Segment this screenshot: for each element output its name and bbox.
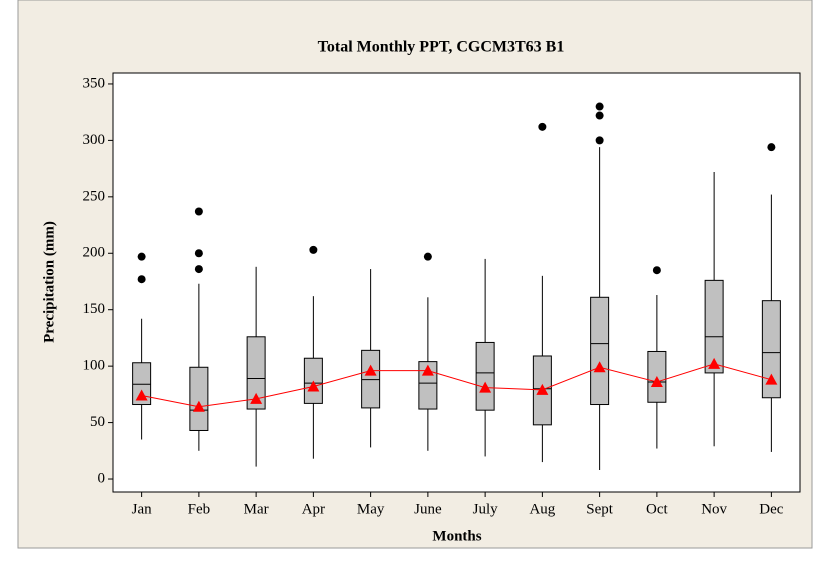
mean-marker xyxy=(421,364,434,376)
chart-title: Total Monthly PPT, CGCM3T63 B1 xyxy=(318,39,565,56)
x-tick-label: Dec xyxy=(759,501,783,517)
y-tick-label: 350 xyxy=(83,75,106,91)
outlier xyxy=(137,252,146,261)
outlier xyxy=(595,111,604,120)
mean-marker xyxy=(192,400,205,412)
box xyxy=(761,300,781,399)
x-tick-label: Mar xyxy=(244,501,269,517)
x-tick-label: Aug xyxy=(529,501,555,517)
box xyxy=(475,341,495,411)
y-tick-label: 0 xyxy=(98,470,106,486)
mean-marker xyxy=(135,389,148,401)
y-axis-label: Precipitation (mm) xyxy=(41,221,57,343)
mean-marker xyxy=(593,361,606,373)
mean-marker xyxy=(250,392,263,404)
y-tick-label: 200 xyxy=(83,245,106,261)
x-tick-label: Feb xyxy=(188,501,211,517)
x-tick-label: Sept xyxy=(586,501,614,517)
outlier xyxy=(595,136,604,145)
box xyxy=(246,336,266,410)
outlier xyxy=(767,143,776,152)
box xyxy=(704,279,724,374)
outlier xyxy=(194,207,203,216)
box xyxy=(132,362,152,406)
plot-area xyxy=(112,72,801,493)
x-tick-label: June xyxy=(414,501,442,517)
x-tick-label: July xyxy=(473,501,499,517)
outlier xyxy=(194,265,203,274)
outlier xyxy=(194,249,203,258)
y-tick-label: 250 xyxy=(83,188,106,204)
box xyxy=(189,366,209,431)
mean-marker xyxy=(307,380,320,392)
y-tick-label: 100 xyxy=(83,358,106,374)
x-tick-label: Apr xyxy=(302,501,325,517)
x-tick-label: Oct xyxy=(646,501,668,517)
outlier xyxy=(538,122,547,131)
mean-marker xyxy=(536,383,549,395)
mean-line xyxy=(141,363,772,408)
y-tick-label: 300 xyxy=(83,132,106,148)
outlier xyxy=(309,245,318,254)
outlier xyxy=(595,102,604,111)
x-axis-label: Months xyxy=(432,528,481,544)
box xyxy=(361,349,381,409)
x-tick-label: Jan xyxy=(132,501,152,517)
y-tick-label: 150 xyxy=(83,301,106,317)
box xyxy=(590,296,610,406)
outlier xyxy=(137,275,146,284)
mean-marker xyxy=(364,364,377,376)
mean-marker xyxy=(650,375,663,387)
x-tick-label: Nov xyxy=(701,501,727,517)
mean-marker xyxy=(708,357,721,369)
outlier xyxy=(423,252,432,261)
y-tick-label: 50 xyxy=(90,414,105,430)
outlier xyxy=(652,266,661,275)
mean-marker xyxy=(765,373,778,385)
mean-marker xyxy=(479,381,492,393)
x-tick-label: May xyxy=(357,501,385,517)
